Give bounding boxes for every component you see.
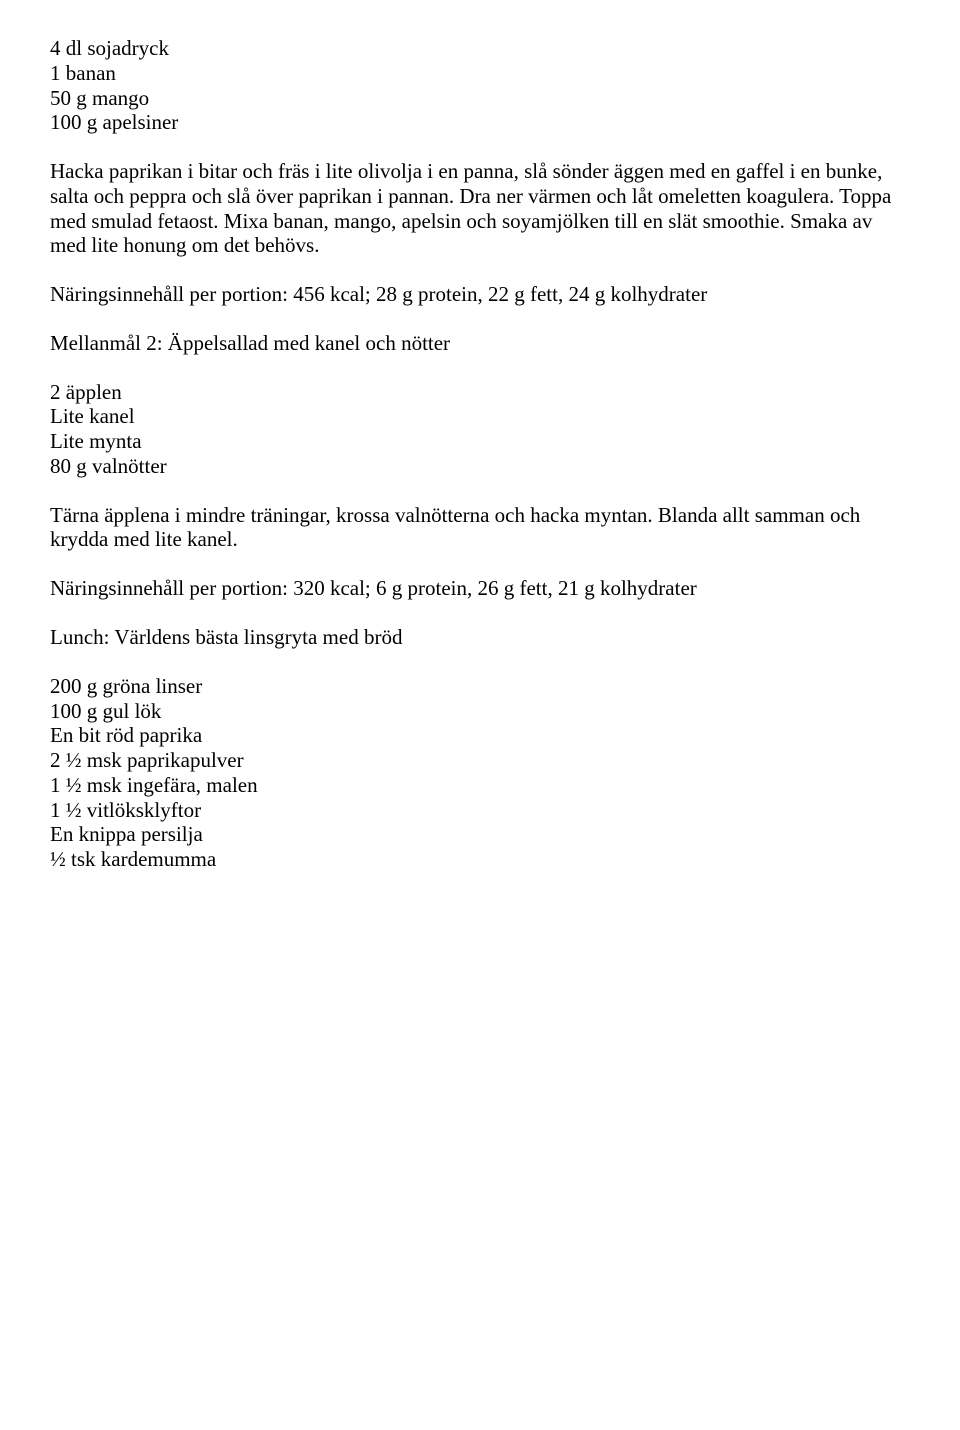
- ingredient-line: 4 dl sojadryck: [50, 36, 910, 61]
- ingredient-line: 100 g gul lök: [50, 699, 910, 724]
- ingredient-line: 80 g valnötter: [50, 454, 910, 479]
- ingredient-line: 1 ½ vitlöksklyftor: [50, 798, 910, 823]
- ingredient-line: ½ tsk kardemumma: [50, 847, 910, 872]
- heading-snack-2: Mellanmål 2: Äppelsallad med kanel och n…: [50, 331, 910, 356]
- ingredient-line: 2 ½ msk paprikapulver: [50, 748, 910, 773]
- nutrition-1: Näringsinnehåll per portion: 456 kcal; 2…: [50, 282, 910, 307]
- ingredient-line: Lite mynta: [50, 429, 910, 454]
- instructions-2: Tärna äpplena i mindre träningar, krossa…: [50, 503, 910, 553]
- ingredient-line: 50 g mango: [50, 86, 910, 111]
- ingredient-list-2: 2 äpplen Lite kanel Lite mynta 80 g valn…: [50, 380, 910, 479]
- ingredient-line: En bit röd paprika: [50, 723, 910, 748]
- ingredient-line: 100 g apelsiner: [50, 110, 910, 135]
- ingredient-line: Lite kanel: [50, 404, 910, 429]
- ingredient-list-3: 200 g gröna linser 100 g gul lök En bit …: [50, 674, 910, 872]
- ingredient-line: 200 g gröna linser: [50, 674, 910, 699]
- ingredient-line: 2 äpplen: [50, 380, 910, 405]
- ingredient-line: 1 ½ msk ingefära, malen: [50, 773, 910, 798]
- nutrition-2: Näringsinnehåll per portion: 320 kcal; 6…: [50, 576, 910, 601]
- ingredient-list-1: 4 dl sojadryck 1 banan 50 g mango 100 g …: [50, 36, 910, 135]
- ingredient-line: En knippa persilja: [50, 822, 910, 847]
- instructions-1: Hacka paprikan i bitar och fräs i lite o…: [50, 159, 910, 258]
- heading-lunch: Lunch: Världens bästa linsgryta med bröd: [50, 625, 910, 650]
- ingredient-line: 1 banan: [50, 61, 910, 86]
